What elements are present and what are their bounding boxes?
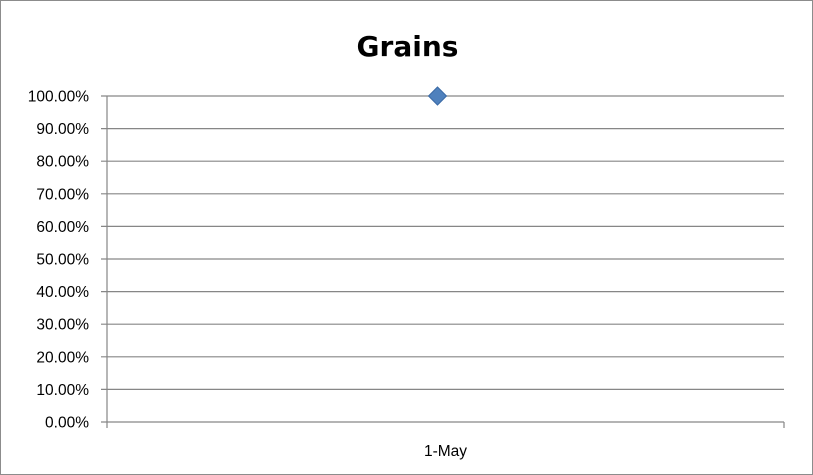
- y-tick-label: 40.00%: [36, 284, 89, 301]
- axes: [101, 96, 785, 428]
- y-tick-label: 30.00%: [36, 317, 89, 334]
- chart-title: Grains: [356, 30, 459, 63]
- y-tick-label: 20.00%: [36, 349, 89, 366]
- data-series: [427, 86, 448, 106]
- y-tick-label: 0.00%: [45, 415, 89, 432]
- y-tick-label: 90.00%: [36, 121, 89, 138]
- x-axis-tick-labels: 1-May: [424, 443, 467, 460]
- gridlines: [101, 95, 784, 390]
- y-tick-label: 60.00%: [36, 219, 89, 236]
- y-tick-label: 10.00%: [36, 382, 89, 399]
- y-tick-label: 80.00%: [36, 154, 89, 171]
- y-tick-label: 100.00%: [28, 89, 89, 106]
- y-axis-tick-labels: 0.00% 10.00% 20.00% 30.00% 40.00% 50.00% 60.00…: [28, 89, 89, 432]
- y-tick-label: 50.00%: [36, 252, 89, 269]
- y-tick-label: 70.00%: [36, 186, 89, 203]
- data-point-marker: [427, 86, 448, 106]
- x-tick-label: 1-May: [424, 443, 467, 460]
